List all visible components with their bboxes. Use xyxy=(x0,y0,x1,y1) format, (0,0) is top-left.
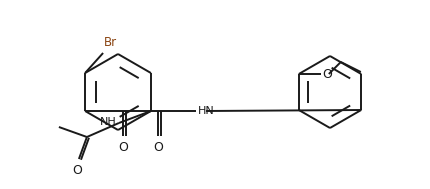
Text: O: O xyxy=(72,164,82,177)
Text: O: O xyxy=(322,67,332,81)
Text: HN: HN xyxy=(198,106,215,116)
Text: O: O xyxy=(153,141,163,154)
Text: O: O xyxy=(118,141,128,154)
Text: Br: Br xyxy=(104,36,117,49)
Text: NH: NH xyxy=(100,117,117,127)
